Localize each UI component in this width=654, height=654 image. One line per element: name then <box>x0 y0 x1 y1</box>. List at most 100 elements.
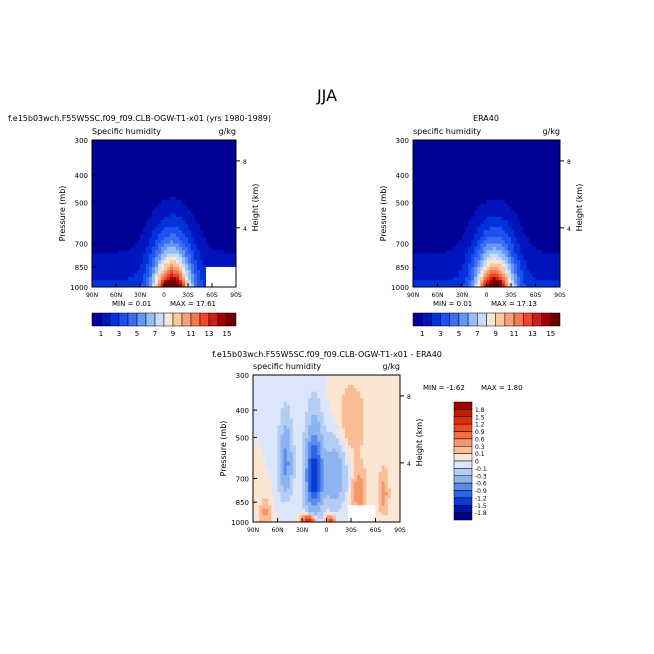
field-cell <box>526 153 530 158</box>
field-cell <box>452 163 457 168</box>
x-tick-label: 90N <box>86 292 98 299</box>
field-cell <box>498 163 503 168</box>
field-cell <box>556 236 561 241</box>
field-cell <box>431 283 435 288</box>
field-cell <box>176 206 180 211</box>
field-cell <box>366 378 370 383</box>
field-cell <box>529 283 533 288</box>
field-cell <box>492 230 497 234</box>
field-cell <box>547 226 552 231</box>
colorbar-swatch <box>431 312 441 327</box>
field-cell <box>262 405 266 409</box>
field-cell <box>526 166 530 171</box>
field-cell <box>471 183 475 188</box>
field-cell <box>347 415 352 419</box>
field-cell <box>440 256 445 261</box>
field-cell <box>455 256 460 261</box>
field-cell <box>446 200 451 204</box>
field-cell <box>541 176 546 181</box>
field-cell <box>170 183 174 188</box>
field-cell <box>155 170 159 174</box>
field-cell <box>455 220 460 224</box>
field-cell <box>224 140 228 144</box>
field-cell <box>206 200 210 204</box>
field-cell <box>393 381 398 386</box>
field-cell <box>452 203 457 208</box>
field-cell <box>517 163 521 168</box>
variable-label: specific humidity <box>413 127 481 136</box>
field-cell <box>298 391 303 396</box>
field-cell <box>164 170 168 174</box>
field-cell <box>107 270 111 275</box>
field-cell <box>504 190 509 194</box>
field-cell <box>529 140 533 144</box>
field-cell <box>149 166 153 171</box>
field-cell <box>155 200 159 204</box>
field-cell <box>221 146 225 151</box>
figure-title: JJA <box>316 86 337 105</box>
field-cell <box>215 140 219 144</box>
field-cell <box>164 143 168 148</box>
field-cell <box>443 163 448 168</box>
field-cell <box>110 246 114 251</box>
field-cell <box>283 385 288 389</box>
field-cell <box>143 260 147 265</box>
field-cell <box>113 186 117 191</box>
field-cell <box>428 186 432 191</box>
field-cell <box>520 190 524 194</box>
field-cell <box>556 283 561 288</box>
field-cell <box>449 226 454 231</box>
field-cell <box>280 418 285 423</box>
field-cell <box>483 250 487 254</box>
field-cell <box>495 283 500 288</box>
field-cell <box>179 243 183 248</box>
field-cell <box>194 146 198 151</box>
field-cell <box>538 140 543 144</box>
field-cell <box>215 150 219 154</box>
field-cell <box>547 270 552 275</box>
field-cell <box>259 391 263 396</box>
field-cell <box>134 190 138 194</box>
field-cell <box>458 273 463 278</box>
field-cell <box>302 415 306 419</box>
field-cell <box>323 385 327 389</box>
field-cell <box>529 276 533 281</box>
field-cell <box>431 223 435 228</box>
field-cell <box>547 163 552 168</box>
field-cell <box>128 253 132 258</box>
field-cell <box>480 150 484 154</box>
field-cell <box>305 398 309 403</box>
field-cell <box>215 263 219 268</box>
field-cell <box>535 280 539 285</box>
field-cell <box>416 273 420 278</box>
field-cell <box>413 150 417 154</box>
field-cell <box>104 280 108 285</box>
field-cell <box>332 381 337 386</box>
field-cell <box>458 266 463 271</box>
colorbar-label: 15 <box>546 330 555 338</box>
field-cell <box>185 210 189 214</box>
field-cell <box>98 206 102 211</box>
field-cell <box>302 411 306 416</box>
field-cell <box>547 200 552 204</box>
field-cell <box>416 203 420 208</box>
field-cell <box>498 236 503 241</box>
field-cell <box>188 216 192 221</box>
field-cell <box>468 153 472 158</box>
field-cell <box>122 243 126 248</box>
field-cell <box>289 401 294 406</box>
field-cell <box>517 233 521 238</box>
field-cell <box>532 253 536 258</box>
field-cell <box>431 160 435 164</box>
field-cell <box>176 220 180 224</box>
field-cell <box>194 140 198 144</box>
field-cell <box>146 186 150 191</box>
field-cell <box>158 180 162 184</box>
field-cell <box>197 140 201 144</box>
field-cell <box>443 260 448 265</box>
field-cell <box>98 193 102 198</box>
field-cell <box>332 415 337 419</box>
field-cell <box>501 243 506 248</box>
field-cell <box>428 173 432 178</box>
field-cell <box>550 140 555 144</box>
